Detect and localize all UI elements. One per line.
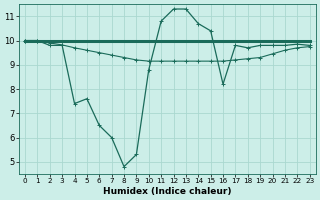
X-axis label: Humidex (Indice chaleur): Humidex (Indice chaleur) <box>103 187 232 196</box>
